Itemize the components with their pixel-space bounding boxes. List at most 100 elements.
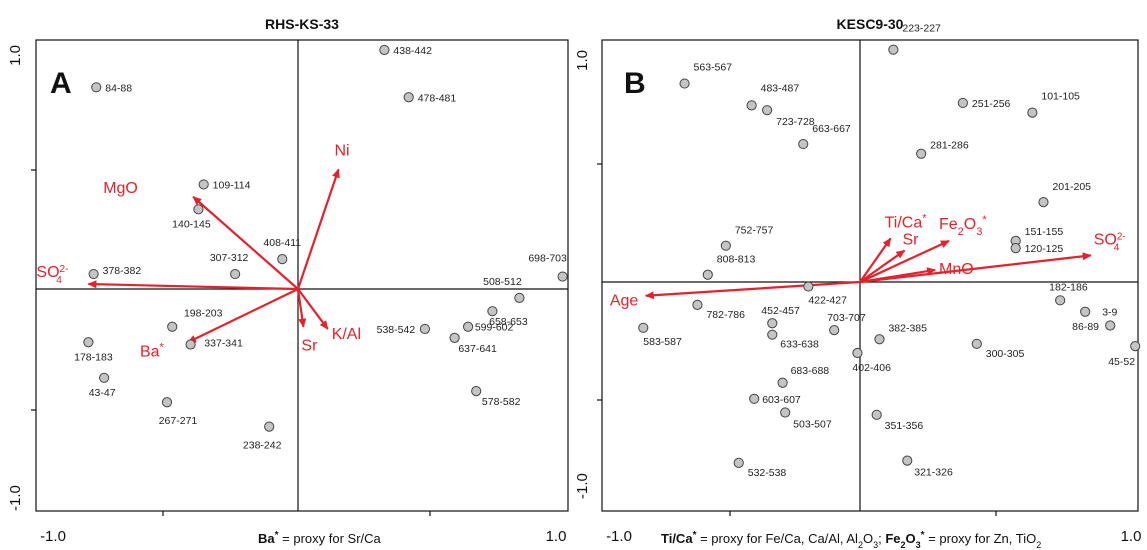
point-182-186 xyxy=(1055,295,1066,306)
arrow-tica xyxy=(859,237,892,283)
point-label-698-703: 698-703 xyxy=(528,253,567,265)
point-label-478-481: 478-481 xyxy=(418,92,457,104)
panel-b-frame xyxy=(601,39,1139,512)
point-label-563-567: 563-567 xyxy=(694,62,733,74)
point-723-728 xyxy=(762,105,773,116)
point-label-307-312: 307-312 xyxy=(210,252,249,264)
point-label-178-183: 178-183 xyxy=(74,351,113,363)
point-663-667 xyxy=(798,138,809,150)
point-label-402-406: 402-406 xyxy=(852,362,891,374)
point-label-438-442: 438-442 xyxy=(393,45,432,57)
arrow-label-tica: Ti/Ca* xyxy=(885,212,928,231)
point-label-637-641: 637-641 xyxy=(458,343,497,355)
footnote-right-text3: = proxy for Zn, TiO xyxy=(925,531,1037,546)
footnote-right-sep: ; xyxy=(878,531,885,546)
point-422-427 xyxy=(803,281,814,292)
point-408-411 xyxy=(277,254,288,265)
panel-a-tick-marks xyxy=(31,169,431,516)
panel-a-frame xyxy=(35,39,569,512)
arrow-sr xyxy=(296,288,307,328)
a-y-tick-label: -1.0 xyxy=(7,485,24,511)
arrow-label-ba: Ba* xyxy=(140,341,165,360)
point-508-512 xyxy=(514,292,525,303)
point-238-242 xyxy=(264,421,275,432)
point-label-198-203: 198-203 xyxy=(184,308,223,320)
arrow-label-kal: K/Al xyxy=(332,326,361,343)
point-label-382-385: 382-385 xyxy=(888,322,927,334)
point-251-256 xyxy=(957,97,968,109)
footnote-left-text: = proxy for Sr/Ca xyxy=(279,531,382,546)
panel-b-tick-labels: -1.0 1.0 1.0 -1.0 xyxy=(574,50,1141,545)
point-label-109-114: 109-114 xyxy=(213,179,251,191)
arrow-label-mno: MnO xyxy=(939,261,974,278)
point-538-542 xyxy=(419,323,430,335)
arrow-ba xyxy=(187,288,299,344)
arrow-age xyxy=(644,280,861,300)
footnote-left: Ba* = proxy for Sr/Ca xyxy=(258,530,382,547)
point-698-703 xyxy=(557,271,568,282)
point-label-251-256: 251-256 xyxy=(972,98,1011,110)
point-label-633-638: 633-638 xyxy=(780,339,819,351)
arrow-kal xyxy=(297,288,329,330)
point-label-408-411: 408-411 xyxy=(263,237,301,249)
point-300-305 xyxy=(971,338,982,349)
point-223-227 xyxy=(888,44,899,55)
footnote-right-sup2: * xyxy=(921,530,925,541)
point-label-101-105: 101-105 xyxy=(1041,91,1080,103)
arrow-label-so4: SO2-4 xyxy=(1094,231,1126,253)
panel-b-title: KESC9-30 xyxy=(837,16,904,32)
point-86-89 xyxy=(1080,306,1091,317)
footnote-right-text2: O xyxy=(863,531,873,546)
point-402-406 xyxy=(852,347,863,359)
panel-b-points: 223-227 563-567 483-487 723-728 251-256 101-1… xyxy=(638,23,1141,479)
point-label-782-786: 782-786 xyxy=(706,309,745,321)
point-label-182-186: 182-186 xyxy=(1049,281,1088,293)
point-label-583-587: 583-587 xyxy=(643,336,682,348)
point-label-658-653: 658-653 xyxy=(489,316,528,328)
point-label-599-602: 599-602 xyxy=(475,322,514,334)
arrow-label-fe2o3: Fe2O3* xyxy=(939,214,987,238)
point-label-503-507: 503-507 xyxy=(793,419,832,431)
point-321-326 xyxy=(902,455,913,466)
point-658-653 xyxy=(487,306,498,317)
arrow-label-age: Age xyxy=(610,293,639,310)
point-637-641 xyxy=(449,332,460,343)
arrow-label-mgo: MgO xyxy=(103,180,138,197)
point-label-578-582: 578-582 xyxy=(482,396,521,408)
b-x-tick-label: -1.0 xyxy=(606,528,632,545)
point-84-88 xyxy=(91,82,102,93)
point-label-86-89: 86-89 xyxy=(1072,321,1099,333)
point-337-341 xyxy=(185,339,196,350)
footnote-right-fe: Fe xyxy=(885,531,900,546)
point-label-238-242: 238-242 xyxy=(243,440,282,452)
point-label-281-286: 281-286 xyxy=(930,140,969,152)
point-782-786 xyxy=(692,299,703,310)
point-label-752-757: 752-757 xyxy=(735,225,774,237)
point-label-223-227: 223-227 xyxy=(902,23,941,35)
arrow-mgo xyxy=(192,196,299,290)
point-101-105 xyxy=(1027,107,1038,118)
arrow-so4 xyxy=(859,252,1092,284)
point-label-337-341: 337-341 xyxy=(204,338,243,350)
arrow-label-sr: Sr xyxy=(301,338,318,355)
point-label-422-427: 422-427 xyxy=(808,295,847,307)
point-563-567 xyxy=(679,78,690,89)
footnote-right-sub2: 3 xyxy=(873,540,878,550)
point-583-587 xyxy=(638,322,649,333)
arrow-sr xyxy=(859,249,906,283)
footnote-right-o: O xyxy=(906,531,916,546)
point-43-47 xyxy=(99,372,110,383)
arrow-label-ni: Ni xyxy=(335,142,350,159)
point-267-271 xyxy=(161,397,173,408)
footnote-right: Ti/Ca* = proxy for Fe/Ca, Ca/Al, Al2O3; … xyxy=(661,530,1041,550)
point-483-487 xyxy=(746,100,757,111)
arrow-label-so4: SO2-4 xyxy=(36,264,68,286)
point-label-532-538: 532-538 xyxy=(748,467,787,479)
footnote-left-bold: Ba xyxy=(258,531,275,546)
point-label-201-205: 201-205 xyxy=(1052,181,1091,193)
point-label-43-47: 43-47 xyxy=(89,387,116,399)
panel-b-letter: B xyxy=(624,67,646,100)
panel-a-title: RHS-KS-33 xyxy=(265,16,339,32)
